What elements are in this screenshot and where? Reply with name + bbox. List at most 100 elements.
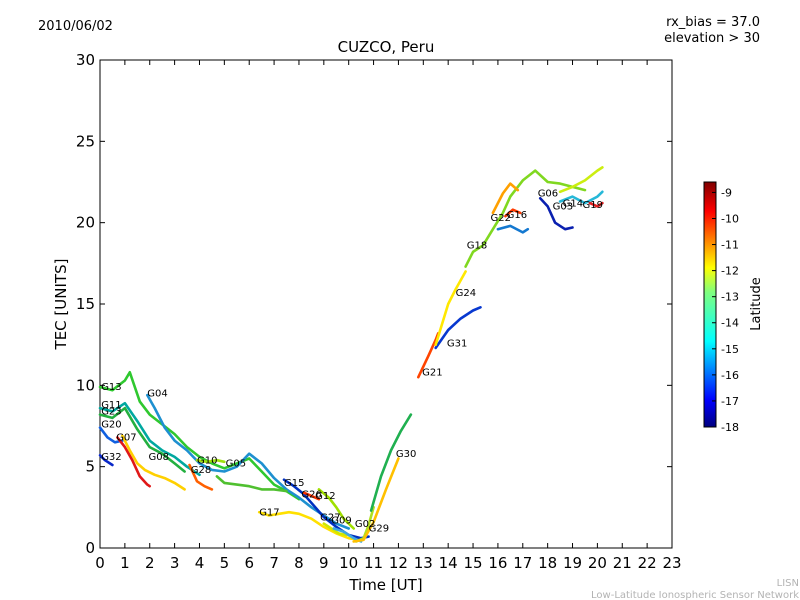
x-tick-label: 3 [170,554,180,572]
series-g15 [282,478,370,540]
y-tick-label: 10 [76,376,95,394]
date-label: 2010/06/02 [38,19,113,34]
colorbar-tick-label: -16 [721,369,739,382]
rx-bias-label: rx_bias = 37.0 [666,15,760,30]
colorbar-tick-label: -11 [721,239,739,252]
prn-label: G31 [447,338,467,349]
prn-label: G07 [116,433,136,444]
series-g32 [98,453,114,467]
prn-label: G19 [583,200,603,211]
x-tick-label: 22 [638,554,657,572]
series-g29 [352,457,400,543]
prn-label: G06 [538,189,558,200]
prn-label: G17 [259,508,279,519]
prn-label: G10 [197,455,217,466]
prn-label: G20 [101,420,121,431]
x-tick-label: 7 [269,554,279,572]
y-axis-label: TEC [UNITS] [52,259,70,351]
prn-label: G21 [422,368,442,379]
series-g22 [491,182,520,215]
prn-label: G30 [396,449,416,460]
series-g12 [317,488,356,530]
series-g06 [496,224,530,234]
colorbar-tick-label: -18 [721,421,739,434]
series-g03 [538,197,574,231]
colorbar-tick-label: -14 [721,317,739,330]
series-g24 [434,270,467,347]
series-g04 [146,393,351,530]
series-g17 [257,510,360,542]
series-g20 [98,426,124,444]
y-tick-label: 15 [76,295,95,313]
watermark-lisn: LISN [777,578,799,589]
prn-label: G09 [331,516,351,527]
series-g14 [558,190,604,205]
prn-label: G12 [315,491,335,502]
prn-label: G04 [147,389,167,400]
prn-label: G03 [553,202,573,213]
series-g07 [116,436,151,488]
series-g05 [215,475,288,493]
colorbar-ticks: -9 -10 -11 -12 -13 -14 -15 -16 -17 -18 [712,186,739,434]
colorbar-tick-label: -15 [721,343,739,356]
prn-label: G08 [149,452,169,463]
x-tick-label: 9 [319,554,329,572]
elevation-label: elevation > 30 [664,31,760,46]
prn-label: G27 [320,512,340,523]
x-tick-label: 0 [95,554,105,572]
prn-label: G16 [507,210,527,221]
series-g19 [588,201,604,208]
colorbar-tick-label: -10 [721,212,739,225]
prn-label: G05 [226,459,246,470]
series-g08 [121,434,186,491]
series-g27 [322,522,348,537]
prn-label: G32 [101,452,121,463]
colorbar-tick-label: -12 [721,265,739,278]
x-tick-label: 2 [145,554,155,572]
x-tick-label: 13 [414,554,433,572]
x-tick-label: 8 [294,554,304,572]
x-tick-label: 23 [662,554,681,572]
series-g31 [434,305,482,350]
series-g11 [98,401,201,477]
x-tick-label: 5 [220,554,230,572]
prn-label: G02 [355,519,375,530]
colorbar-label: Latitude [749,277,764,331]
prn-label: G23 [101,407,121,418]
y-tick-label: 5 [85,458,95,476]
x-tick-label: 19 [563,554,582,572]
series-g13 [98,370,301,501]
watermark-network: Low-Latitude Ionospheric Sensor Network [591,590,799,600]
x-tick-label: 21 [613,554,632,572]
x-tick-label: 12 [389,554,408,572]
prn-label: G26 [301,490,321,501]
y-axis-ticks: 0 5 10 15 20 25 30 [76,51,672,557]
series-g16 [504,208,522,218]
prn-label: G14 [563,198,583,209]
series-g25 [558,166,604,194]
series-g26 [302,491,321,501]
colorbar-tick-label: -9 [721,186,732,199]
colorbar [703,181,717,428]
x-tick-label: 17 [513,554,532,572]
prn-label: G11 [101,400,121,411]
series-g10 [195,458,226,464]
prn-label: G15 [284,478,304,489]
x-axis-label: Time [UT] [348,576,422,594]
x-tick-label: 14 [439,554,458,572]
prn-label: G24 [456,288,476,299]
x-tick-label: 15 [463,554,482,572]
series-g28 [188,463,214,491]
x-tick-label: 10 [339,554,358,572]
y-tick-label: 0 [85,539,95,557]
y-tick-label: 30 [76,51,95,69]
x-tick-label: 20 [588,554,607,572]
colorbar-tick-label: -17 [721,395,739,408]
colorbar-tick-label: -13 [721,291,739,304]
plot-area [99,59,673,549]
x-tick-label: 6 [244,554,254,572]
prn-label: G18 [467,241,487,252]
prn-label: G28 [191,465,211,476]
